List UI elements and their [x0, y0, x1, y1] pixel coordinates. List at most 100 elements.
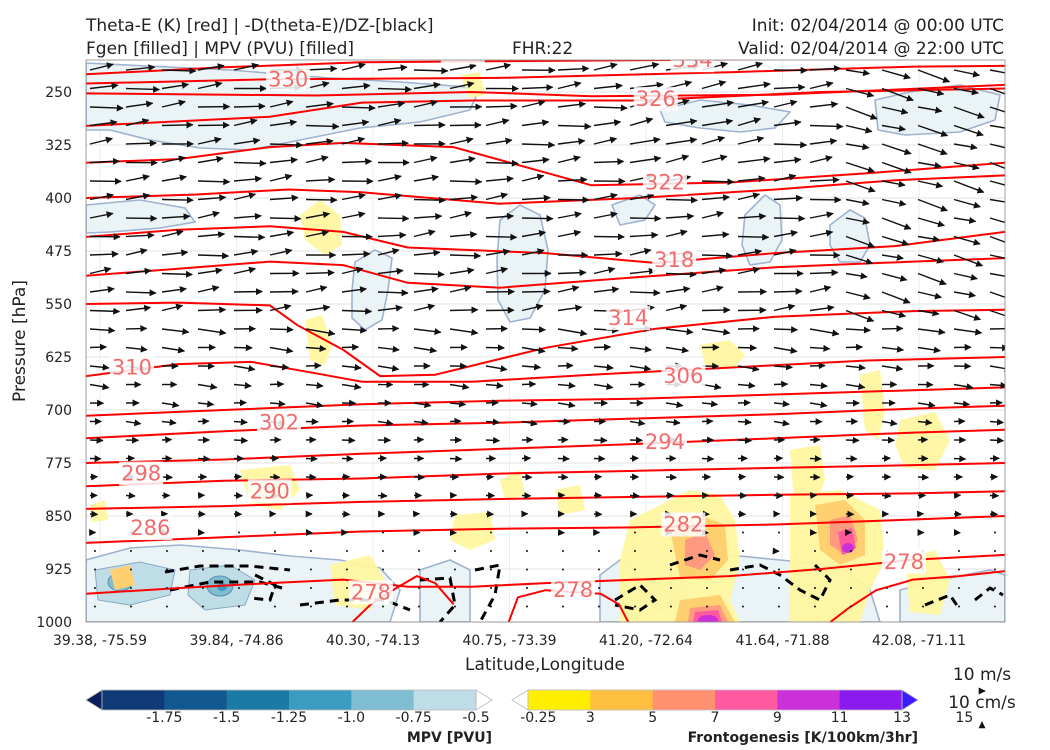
wind-vector [454, 605, 456, 608]
wind-vector [413, 213, 443, 221]
wind-vector [269, 346, 294, 354]
wind-vector [670, 568, 672, 571]
wind-vector [881, 106, 909, 115]
theta-e-contour [86, 225, 1005, 265]
wind-vector [670, 587, 672, 589]
contour-label-bg [909, 60, 954, 65]
wind-vector [701, 118, 734, 127]
wind-vector [958, 550, 960, 552]
wind-vector [485, 382, 504, 389]
wind-vector [305, 176, 336, 184]
wind-vector [953, 161, 980, 171]
wind-vector [269, 141, 304, 149]
wind-vector [557, 80, 582, 90]
wind-vector [557, 65, 590, 73]
wind-vector [269, 380, 285, 388]
contour-label-bg [128, 516, 173, 541]
wind-vector [413, 401, 432, 409]
colorbar-tick-label: -1.0 [338, 710, 365, 726]
theta-e-contour-label: 314 [608, 306, 648, 330]
wind-vector [593, 136, 618, 145]
wind-vector [665, 473, 677, 481]
wind-vector [701, 80, 727, 90]
wind-vector [809, 80, 834, 90]
wind-vector [197, 63, 225, 71]
colorbar-frame [527, 689, 903, 711]
colorbar-extend-high [475, 689, 493, 711]
wind-vector [166, 550, 168, 552]
wind-vector [598, 605, 600, 608]
title-line-1: Theta-E (K) [red] | -D(theta-E)/DZ-[blac… [85, 16, 434, 36]
wind-vector [377, 289, 409, 297]
wind-vector [845, 383, 866, 390]
wind-vector [845, 161, 875, 174]
wind-vector [845, 87, 875, 98]
wind-vector [989, 272, 1005, 280]
wind-vector [521, 326, 546, 334]
wind-vector [850, 568, 852, 571]
wind-vector [953, 400, 970, 408]
wind-vector [593, 436, 608, 444]
wind-vector [773, 303, 796, 312]
wind-vector [953, 216, 977, 224]
wind-vector [989, 344, 1005, 352]
wind-vector [526, 550, 528, 552]
theta-e-contour-label: 278 [351, 580, 391, 604]
wind-vector [989, 180, 1005, 186]
wind-vector [233, 418, 248, 426]
wind-vector [346, 568, 348, 571]
wind-vector [377, 174, 402, 182]
wind-vector [413, 436, 425, 444]
wind-vector [449, 383, 470, 391]
wind-vector [377, 214, 410, 222]
contour-label-bg [109, 355, 154, 380]
wind-vector [917, 254, 944, 264]
wind-vector [701, 400, 719, 408]
contour-label-bg [881, 549, 926, 574]
x-tick-label: 42.08, -71.11 [872, 633, 966, 649]
wind-vector [742, 550, 744, 552]
wind-vector [701, 285, 724, 293]
wind-vector [161, 270, 193, 278]
wind-vector [629, 267, 656, 275]
wind-vector [197, 231, 226, 239]
wind-vector [917, 436, 929, 444]
wind-vector [809, 304, 835, 312]
wind-vector [521, 83, 554, 91]
wind-vector [917, 473, 929, 481]
colorbar-segment [839, 690, 903, 710]
wind-vector [742, 531, 744, 534]
wind-vector [202, 605, 204, 608]
wind-vector [958, 605, 960, 608]
wind-vector [233, 382, 252, 389]
wind-vector [161, 249, 189, 257]
wind-vector [89, 266, 112, 275]
wind-vector [377, 364, 400, 372]
valid-time: Valid: 02/04/2014 @ 22:00 UTC [738, 39, 1004, 59]
wind-vector [773, 156, 802, 164]
fgen-colorbar-label: Frontogenesis [K/100km/3hr] [688, 730, 918, 746]
wind-vector [881, 309, 907, 319]
wind-vector [125, 289, 157, 297]
wind-vector [485, 102, 518, 110]
colorbar-segment [164, 690, 228, 710]
wind-vector [629, 289, 661, 297]
wind-vector [89, 136, 113, 145]
wind-vector [593, 383, 614, 391]
wind-vector [773, 141, 808, 149]
wind-vector [521, 99, 546, 108]
wind-vector [161, 327, 190, 335]
wind-vector [233, 365, 256, 372]
init-time: Init: 02/04/2014 @ 00:00 UTC [752, 16, 1004, 36]
wind-vector [773, 229, 798, 238]
wind-vector [490, 531, 492, 534]
wind-vector [953, 235, 981, 246]
wind-vector [881, 492, 892, 500]
wind-vector [449, 178, 483, 186]
wind-vector [521, 288, 551, 296]
wind-vector [341, 307, 373, 315]
colorbar-segment [289, 690, 352, 710]
theta-e-contour-label: 330 [268, 67, 308, 91]
wind-vector [706, 550, 708, 552]
